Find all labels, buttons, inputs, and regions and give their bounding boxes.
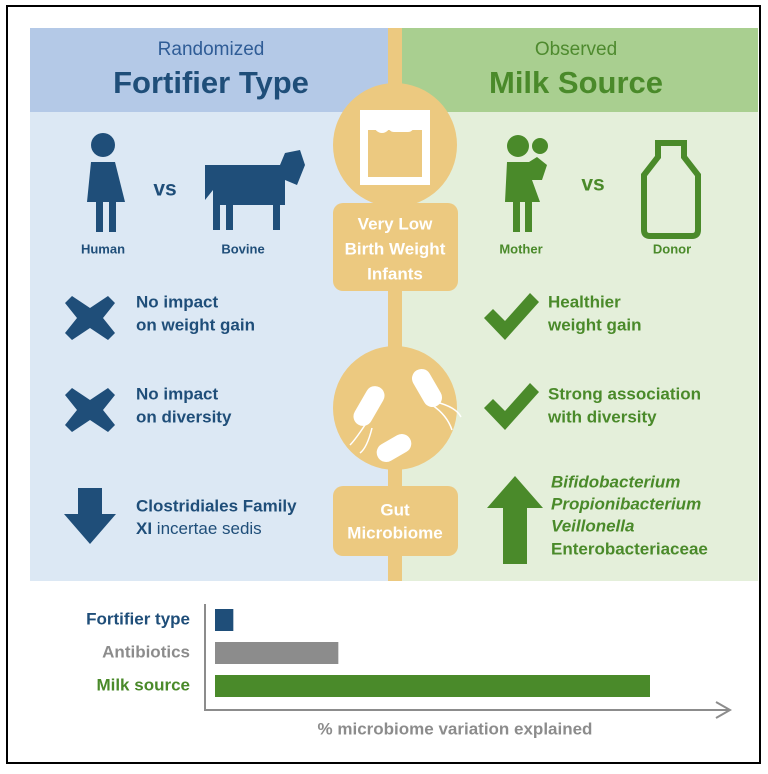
donor-label: Donor (653, 241, 691, 256)
human-label: Human (81, 241, 125, 256)
finding-text: No impact (136, 384, 219, 403)
bar (215, 609, 233, 631)
graphical-abstract: Randomized Fortifier Type Observed Milk … (0, 0, 768, 769)
taxon-text: XI incertae sedis (136, 519, 262, 538)
category-label: Milk source (96, 675, 190, 694)
finding-text: Healthier (548, 292, 621, 311)
outcome-label: Gut (380, 500, 410, 519)
vs-label: vs (581, 173, 604, 196)
left-subtitle: Randomized (158, 39, 265, 60)
taxon-rank: XI (136, 519, 152, 538)
taxon-text: Enterobacteriaceae (551, 539, 708, 558)
bovine-label: Bovine (221, 241, 264, 256)
outcome-label: Microbiome (347, 523, 442, 542)
right-subtitle: Observed (535, 39, 617, 60)
taxon-name: incertae sedis (157, 519, 262, 538)
taxon-text: Propionibacterium (551, 494, 701, 513)
outcome-box (333, 486, 458, 556)
right-title: Milk Source (489, 65, 663, 100)
population-label: Birth Weight (345, 239, 446, 258)
taxon-text: Clostridiales Family (136, 496, 297, 515)
finding-text: on weight gain (136, 315, 255, 334)
taxon-text: Veillonella (551, 516, 634, 535)
finding-text: weight gain (547, 315, 642, 334)
vs-label: vs (153, 178, 176, 201)
population-label: Infants (367, 264, 423, 283)
x-axis-label: % microbiome variation explained (318, 719, 593, 738)
bar (215, 675, 650, 697)
finding-text: No impact (136, 292, 219, 311)
population-label: Very Low (358, 214, 433, 233)
mother-label: Mother (499, 241, 542, 256)
category-label: Fortifier type (86, 609, 190, 628)
finding-text: on diversity (136, 407, 232, 426)
taxon-text: Bifidobacterium (551, 472, 680, 491)
left-title: Fortifier Type (113, 65, 309, 100)
category-label: Antibiotics (102, 642, 190, 661)
bar (215, 642, 338, 664)
incubator-circle (333, 83, 457, 207)
finding-text: Strong association (548, 384, 701, 403)
finding-text: with diversity (547, 407, 657, 426)
